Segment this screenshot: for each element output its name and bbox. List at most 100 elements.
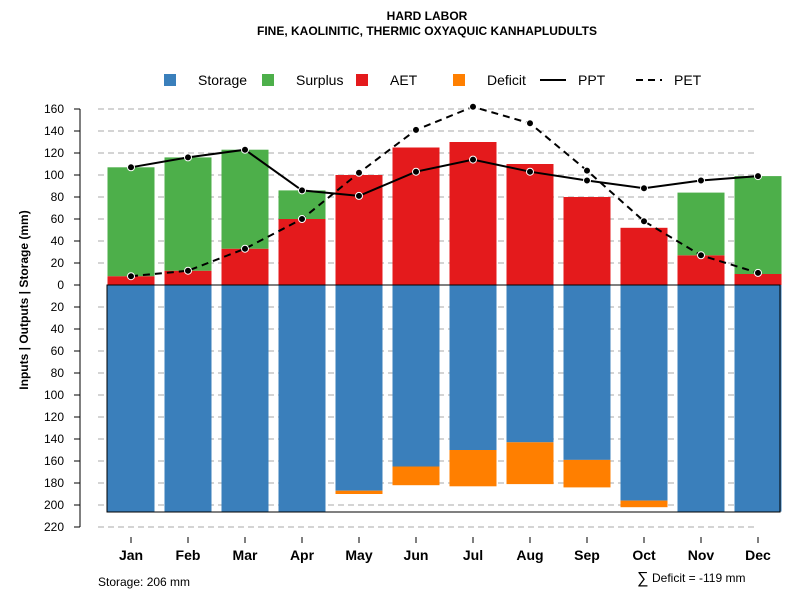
aet-bar: [734, 274, 782, 285]
x-tick-label: Oct: [632, 547, 656, 563]
storage-bar: [107, 285, 155, 512]
x-tick-label: Mar: [233, 547, 258, 563]
aet-bar: [449, 142, 497, 285]
y-tick-label: 180: [44, 476, 64, 490]
x-tick-label: Jan: [119, 547, 143, 563]
pet-point: [184, 266, 192, 275]
aet-bar: [335, 175, 383, 285]
ppt-point: [583, 176, 591, 185]
storage-note: Storage: 206 mm: [98, 575, 190, 589]
y-tick-label: 120: [44, 410, 64, 424]
deficit-bar: [392, 466, 440, 486]
ppt-point: [697, 176, 705, 185]
surplus-bar: [164, 157, 212, 271]
storage-bar: [449, 285, 497, 450]
storage-bar: [392, 285, 440, 467]
ppt-point: [127, 163, 135, 172]
surplus-bar: [677, 192, 725, 256]
y-tick-label: 80: [51, 366, 65, 380]
pet-point: [526, 119, 534, 128]
pet-point: [583, 166, 591, 175]
y-tick-label: 140: [44, 124, 64, 138]
ppt-point: [754, 172, 762, 181]
y-tick-label: 160: [44, 454, 64, 468]
y-tick-label: 100: [44, 388, 64, 402]
deficit-bar: [506, 442, 554, 485]
legend-label: Storage: [198, 72, 247, 88]
pet-line: [130, 105, 759, 278]
y-tick-label: 60: [51, 212, 65, 226]
ppt-point: [469, 155, 477, 164]
legend-label: Deficit: [487, 72, 526, 88]
legend-swatch: [262, 74, 274, 86]
y-tick-label: 60: [51, 344, 65, 358]
pet-point: [412, 125, 420, 134]
aet-bar: [107, 276, 155, 285]
storage-bar: [164, 285, 212, 512]
x-tick-label: Feb: [176, 547, 201, 563]
pet-point: [640, 217, 648, 226]
storage-bar: [335, 285, 383, 491]
deficit-bar: [335, 490, 383, 494]
legend-swatch: [356, 74, 368, 86]
legend-swatch: [164, 74, 176, 86]
deficit-bar: [449, 450, 497, 487]
legend-swatch: [453, 74, 465, 86]
surplus-bar: [734, 176, 782, 274]
aet-bar: [164, 270, 212, 285]
x-tick-label: Apr: [290, 547, 315, 563]
legend-label: AET: [390, 72, 418, 88]
chart-subtitle: FINE, KAOLINITIC, THERMIC OXYAQUIC KANHA…: [257, 24, 597, 38]
pet-point: [127, 272, 135, 281]
deficit-sum-symbol: ∑: [637, 570, 648, 587]
ppt-line: [130, 148, 759, 197]
legend-label: Surplus: [296, 72, 343, 88]
ppt-point: [298, 186, 306, 195]
x-tick-label: Jul: [463, 547, 483, 563]
pet-point: [298, 215, 306, 223]
ppt-point: [184, 153, 192, 162]
y-tick-label: 220: [44, 520, 64, 534]
pet-point: [355, 168, 363, 177]
y-tick-label: 100: [44, 168, 64, 182]
deficit-bar: [563, 459, 611, 488]
y-tick-label: 40: [51, 322, 65, 336]
storage-frame: [106, 284, 781, 513]
pet-point: [754, 268, 762, 277]
pet-point: [697, 251, 705, 260]
storage-bar: [677, 285, 725, 512]
y-tick-label: 20: [51, 256, 65, 270]
deficit-bar: [620, 500, 668, 508]
x-tick-label: Aug: [516, 547, 543, 563]
y-tick-label: 160: [44, 102, 64, 116]
pet-point: [241, 244, 249, 253]
y-axis-title: Inputs | Outputs | Storage (mm): [17, 210, 31, 389]
y-tick-label: 140: [44, 432, 64, 446]
x-tick-label: Dec: [745, 547, 771, 563]
aet-bar: [563, 197, 611, 285]
legend-label: PET: [674, 72, 702, 88]
chart-title: HARD LABOR: [387, 9, 468, 23]
y-tick-label: 80: [51, 190, 65, 204]
ppt-point: [526, 167, 534, 176]
x-tick-label: Nov: [688, 547, 715, 563]
ppt-point: [355, 191, 363, 200]
surplus-bar: [107, 167, 155, 277]
x-tick-label: Sep: [574, 547, 600, 563]
ppt-point: [640, 184, 648, 193]
storage-bar: [506, 285, 554, 443]
aet-bar: [620, 227, 668, 285]
storage-bar: [221, 285, 269, 512]
ppt-point: [412, 167, 420, 176]
y-tick-label: 0: [57, 278, 64, 292]
pet-point: [469, 102, 477, 111]
storage-bar: [563, 285, 611, 460]
storage-bar: [620, 285, 668, 501]
y-tick-label: 40: [51, 234, 65, 248]
legend-label: PPT: [578, 72, 606, 88]
ppt-point: [241, 145, 249, 154]
surplus-bar: [278, 190, 326, 219]
aet-bar: [677, 255, 725, 285]
surplus-bar: [221, 149, 269, 249]
